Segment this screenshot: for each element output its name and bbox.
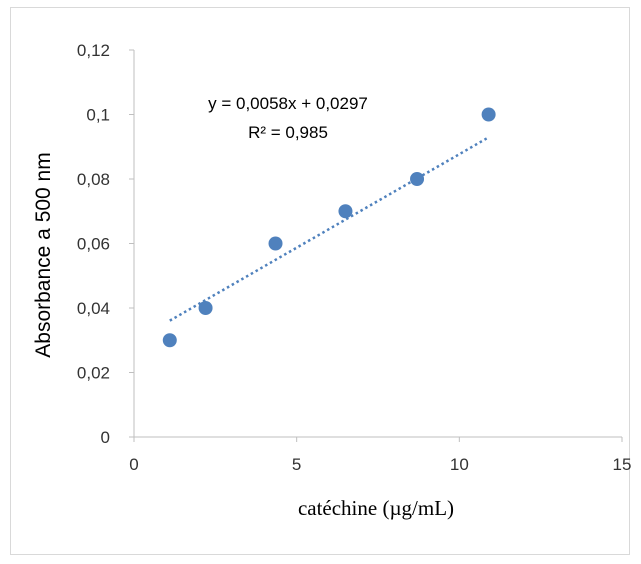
trendline-equation: y = 0,0058x + 0,0297: [208, 94, 368, 113]
y-tick-label: 0,02: [77, 364, 110, 383]
data-point: [198, 301, 213, 315]
x-tick-label: 0: [129, 455, 138, 474]
trendline: [169, 136, 490, 322]
x-axis-title: catéchine (µg/mL): [298, 496, 454, 520]
trendline-r-squared: R² = 0,985: [248, 123, 328, 142]
data-points: [162, 107, 496, 348]
x-tick-label: 10: [450, 455, 469, 474]
data-point: [481, 107, 496, 122]
y-tick-label: 0,1: [86, 106, 110, 125]
y-tick-label: 0,06: [77, 235, 110, 254]
y-tick-label: 0,08: [77, 170, 110, 189]
x-axis-ticks: 0 5 10 15: [129, 437, 631, 474]
chart-area: [10, 7, 630, 555]
y-tick-label: 0,04: [77, 299, 110, 318]
data-point: [410, 172, 425, 186]
y-tick-label: 0: [101, 428, 110, 447]
data-point: [268, 236, 283, 251]
y-axis-title: Absorbance a 500 nm: [32, 152, 55, 357]
data-point: [162, 333, 177, 348]
x-tick-label: 15: [613, 455, 632, 474]
y-tick-label: 0,12: [77, 41, 110, 60]
data-point: [338, 204, 353, 219]
y-axis-ticks: 0 0,02 0,04 0,06 0,08 0,1 0,12: [77, 41, 134, 447]
x-tick-label: 5: [292, 455, 301, 474]
